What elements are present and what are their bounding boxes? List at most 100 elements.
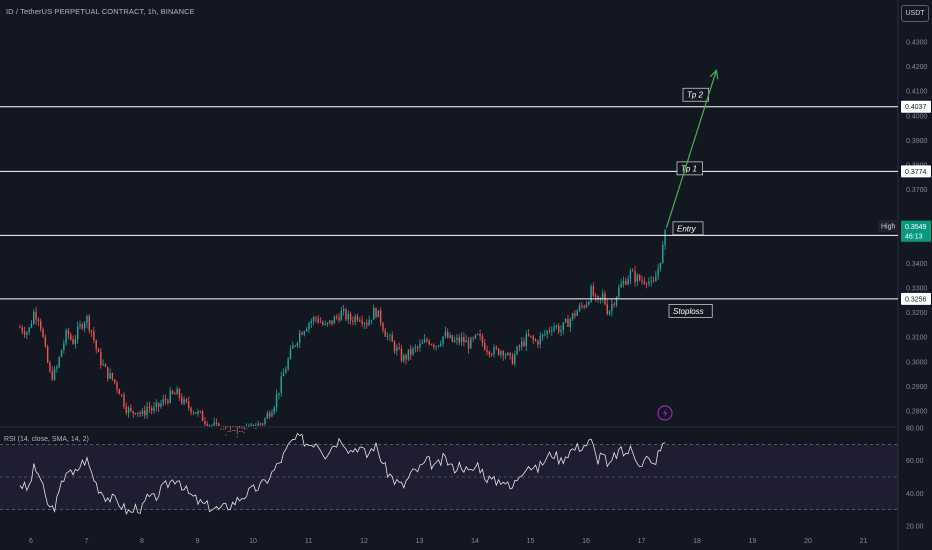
candle — [19, 327, 21, 329]
candle — [356, 315, 359, 321]
candle — [366, 323, 368, 326]
candle — [634, 271, 636, 282]
candle — [271, 412, 273, 417]
candle — [312, 317, 315, 322]
time-tick-label: 14 — [471, 538, 479, 545]
time-tick-label: 7 — [85, 538, 89, 545]
candle — [185, 399, 188, 402]
candle — [645, 283, 648, 285]
candle — [520, 341, 523, 347]
time-tick-label: 15 — [527, 538, 535, 545]
candle — [51, 371, 53, 380]
candle — [60, 350, 63, 358]
candle — [248, 426, 250, 427]
time-tick-label: 9 — [196, 538, 200, 545]
candle — [76, 326, 79, 339]
candle — [583, 305, 585, 308]
candle — [268, 413, 271, 417]
candle — [500, 351, 502, 355]
candle — [622, 281, 625, 284]
lightning-icon[interactable] — [657, 405, 673, 421]
candle — [86, 316, 88, 324]
level-price-label: 0.4037 — [905, 104, 927, 111]
candle — [125, 406, 127, 413]
candle — [560, 330, 562, 333]
candle — [289, 348, 292, 359]
candle — [319, 321, 322, 323]
candle — [636, 275, 639, 282]
candle — [631, 270, 634, 272]
candle — [372, 308, 375, 320]
candle — [571, 313, 574, 320]
candle — [127, 407, 130, 413]
candle — [23, 331, 26, 335]
candle — [46, 346, 49, 363]
candle — [578, 305, 581, 311]
price-tick-label: 0.3700 — [906, 187, 928, 194]
candle — [458, 337, 460, 342]
price-tick-label: 0.3900 — [906, 138, 928, 145]
candle — [548, 330, 551, 332]
candle — [601, 293, 604, 298]
candle — [611, 304, 613, 312]
candle — [421, 342, 423, 344]
candle — [56, 366, 58, 369]
candle — [201, 411, 204, 422]
candle — [490, 354, 493, 356]
price-axis: 0.43000.42000.41000.40000.39000.38000.37… — [878, 40, 931, 416]
candle — [26, 332, 28, 335]
candle — [120, 394, 123, 396]
level-annotation-text: Tp 2 — [687, 91, 704, 100]
candle — [280, 376, 282, 393]
level-annotation-box — [672, 221, 704, 236]
candle — [95, 340, 97, 350]
candle — [164, 399, 167, 401]
candle — [442, 336, 444, 344]
candle — [250, 424, 252, 426]
candle — [377, 310, 380, 318]
candle — [174, 393, 176, 395]
candle — [333, 316, 336, 324]
candle — [37, 319, 40, 321]
candle — [502, 351, 504, 356]
candle — [176, 388, 178, 395]
candle — [463, 337, 465, 343]
candle — [495, 347, 497, 349]
candle — [65, 330, 67, 344]
candle — [553, 326, 555, 331]
candle — [664, 230, 666, 245]
candle — [576, 310, 578, 316]
candle — [416, 347, 419, 349]
candle — [97, 349, 100, 352]
candle — [650, 280, 652, 282]
candle — [90, 330, 93, 332]
high-marker-label: High — [881, 224, 896, 231]
candle — [641, 280, 643, 282]
candle — [618, 287, 620, 297]
candle — [532, 336, 534, 340]
candle — [648, 281, 650, 284]
level-price-label: 0.3774 — [905, 169, 927, 176]
candle — [430, 344, 433, 346]
candle — [606, 304, 608, 315]
candle — [657, 268, 659, 277]
candle — [44, 336, 47, 347]
time-tick-label: 18 — [693, 538, 701, 545]
time-tick-label: 19 — [749, 538, 757, 545]
candle — [474, 334, 477, 339]
candle — [398, 347, 400, 349]
candle — [275, 394, 278, 408]
candle — [204, 421, 206, 425]
candle — [104, 364, 107, 368]
candle — [511, 355, 514, 365]
candle — [527, 334, 530, 336]
price-tick-label: 0.4100 — [906, 89, 928, 96]
candle — [194, 412, 197, 414]
candle — [33, 311, 35, 324]
time-tick-label: 21 — [860, 538, 868, 545]
candle — [137, 412, 139, 414]
candle — [347, 313, 349, 320]
candle — [352, 320, 354, 322]
currency-button[interactable]: USDT — [901, 5, 929, 22]
